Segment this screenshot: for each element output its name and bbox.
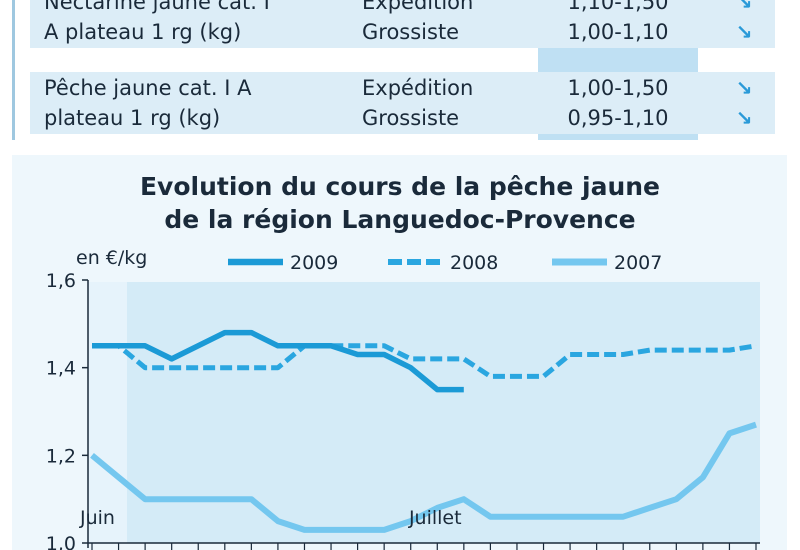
- chart-title-line-1: Evolution du cours de la pêche jaune: [139, 172, 661, 201]
- y-tick-label: 1,2: [46, 445, 76, 467]
- plot-area-left: [88, 282, 127, 543]
- stage-label: Expédition: [362, 76, 474, 100]
- y-axis-label: en €/kg: [76, 247, 148, 269]
- product-label-line-1: Pêche jaune cat. I A: [44, 76, 252, 100]
- y-tick-label: 1,6: [46, 270, 76, 292]
- series-line-2009: [92, 329, 464, 393]
- product-label-line-1: Nectarine jaune cat. I: [44, 0, 270, 14]
- chart-title: Evolution du cours de la pêche jaune de …: [0, 170, 800, 236]
- trend-down-icon: ↘: [735, 20, 753, 44]
- price-value: 1,00-1,10: [567, 20, 669, 44]
- y-tick-label: 1,0: [46, 533, 76, 550]
- price-value: 0,95-1,10: [567, 106, 669, 130]
- x-annotation-label: Juin: [79, 507, 115, 529]
- trend-down-icon: ↘: [735, 76, 753, 100]
- table-row-nectarine: Nectarine jaune cat. I A plateau 1 rg (k…: [30, 0, 775, 48]
- price-table: Nectarine jaune cat. I A plateau 1 rg (k…: [0, 0, 800, 140]
- y-tick-label: 1,4: [46, 358, 76, 380]
- series-line-2008: [92, 343, 757, 379]
- chart-title-line-2: de la région Languedoc-Provence: [164, 205, 636, 234]
- x-annotation-label: Juillet: [408, 507, 462, 529]
- table-left-rule: [12, 0, 15, 140]
- stage-label: Grossiste: [362, 20, 460, 44]
- trend-down-icon: ↘: [735, 0, 753, 14]
- price-value: 1,00-1,50: [567, 76, 669, 100]
- stage-label: Grossiste: [362, 106, 460, 130]
- series-line-2007: [90, 421, 757, 533]
- price-value: 1,10-1,50: [567, 0, 669, 14]
- table-row-peche: Pêche jaune cat. I A plateau 1 rg (kg) E…: [30, 72, 775, 134]
- trend-down-icon: ↘: [735, 106, 753, 130]
- product-label-line-2: plateau 1 rg (kg): [44, 106, 221, 130]
- legend-label-2007: 2007: [614, 252, 662, 274]
- legend-label-2009: 2009: [290, 252, 338, 274]
- product-label-line-2: A plateau 1 rg (kg): [44, 20, 242, 44]
- stage-label: Expédition: [362, 0, 474, 14]
- legend-label-2008: 2008: [450, 252, 498, 274]
